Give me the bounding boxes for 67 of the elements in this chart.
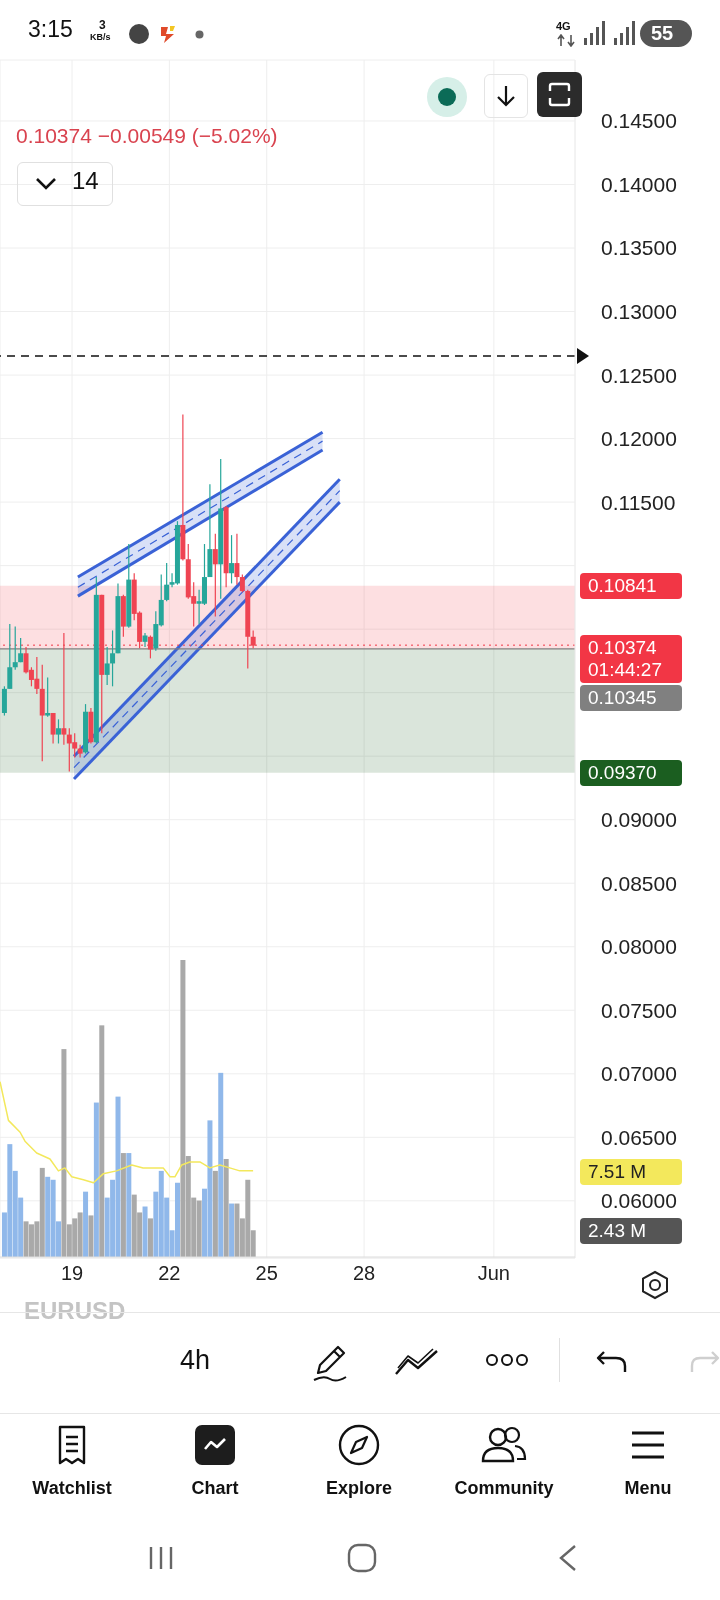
text: 4G <box>556 20 571 33</box>
text: EURUSD <box>24 1297 126 1325</box>
candlestick <box>55 718 61 745</box>
x-tick-label: 25 <box>255 1262 278 1285</box>
y-tick-label: 0.08000 <box>601 935 677 959</box>
y-tick-label: 0.09000 <box>601 808 677 832</box>
candlestick <box>7 623 13 690</box>
bar <box>223 1158 229 1257</box>
candlestick <box>50 712 56 745</box>
bar <box>218 1072 224 1257</box>
text: 4h <box>180 1345 211 1376</box>
band-label: 0.10841 <box>588 574 658 597</box>
y-tick-label: 0.14000 <box>601 172 677 196</box>
candlestick <box>234 533 240 586</box>
bar <box>83 1191 89 1257</box>
bar <box>126 1153 132 1257</box>
y-tick-label: 0.14500 <box>601 109 677 133</box>
candlestick <box>61 632 67 746</box>
x-tick-label: 28 <box>352 1262 376 1285</box>
x-tick-label: 19 <box>60 1262 84 1285</box>
y-tick-label: 0.06500 <box>601 1125 677 1149</box>
candlestick <box>18 637 24 663</box>
y-tick-label: 0.07000 <box>601 1062 677 1086</box>
bar <box>93 1102 99 1257</box>
text: 3:15 <box>28 16 73 43</box>
candlestick <box>110 629 116 687</box>
candlestick <box>229 534 235 585</box>
x-tick-label: 22 <box>158 1262 181 1285</box>
y-tick-label: 0.06000 <box>601 1189 677 1213</box>
candlestick <box>77 744 83 759</box>
ref-line-label: 0.10345 <box>588 687 658 710</box>
bar <box>174 1182 180 1257</box>
text: 7.51 M <box>588 1160 648 1183</box>
text: Menu <box>623 1478 673 1499</box>
bar <box>142 1206 148 1257</box>
y-tick-label: 0.11500 <box>601 490 676 514</box>
bar <box>88 1215 94 1257</box>
bar <box>99 1025 105 1257</box>
candlestick <box>104 646 110 686</box>
candlestick <box>164 562 170 602</box>
y-tick-label: 0.07500 <box>601 998 677 1022</box>
y-tick-label: 0.12000 <box>601 427 677 451</box>
band-label: 0.09370 <box>588 761 658 784</box>
text: 2.43 M <box>588 1220 648 1243</box>
bar <box>212 1170 218 1257</box>
text: Community <box>453 1478 555 1499</box>
bar <box>147 1218 153 1257</box>
y-tick-label: 0.12500 <box>601 363 677 387</box>
bar <box>229 1203 235 1257</box>
text: Explore <box>325 1478 393 1499</box>
text: 55 <box>651 22 674 44</box>
candlestick <box>212 533 218 618</box>
y-tick-label: 0.13500 <box>601 236 677 260</box>
text: KB/s <box>90 32 111 43</box>
text: 3 <box>99 18 106 33</box>
bar <box>120 1153 126 1257</box>
y-tick-label: 0.08500 <box>601 871 677 895</box>
candlestick <box>45 676 51 718</box>
text: 0.10374 −0.00549 (−5.02%) <box>16 124 278 148</box>
text: Watchlist <box>31 1478 113 1499</box>
y-tick-label: 0.13000 <box>601 300 677 323</box>
x-tick-label: Jun <box>477 1262 510 1285</box>
candlestick <box>12 626 18 671</box>
candlestick <box>147 634 153 659</box>
text: Chart <box>190 1478 240 1499</box>
annotation: 14 <box>72 167 99 195</box>
ref-line-label: 0.10374 01:44:27 <box>588 637 663 682</box>
